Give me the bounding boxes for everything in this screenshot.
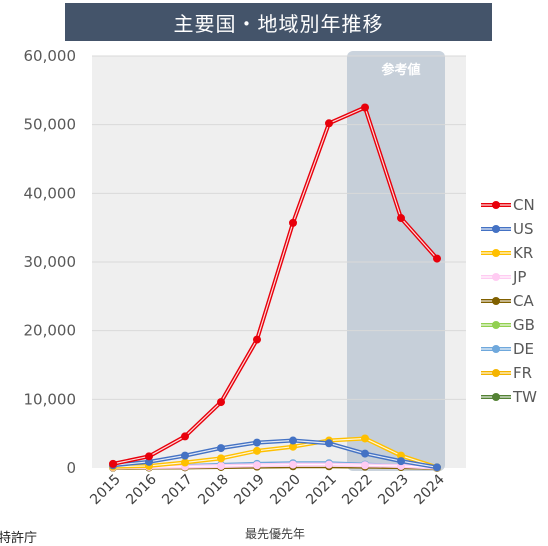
data-point — [253, 461, 261, 470]
x-tick-label: 2017 — [159, 472, 196, 509]
legend-label: CN — [513, 196, 535, 214]
data-point — [397, 214, 405, 223]
x-tick-label: 2024 — [411, 471, 448, 508]
legend-item-us: US — [481, 220, 534, 238]
data-point — [109, 459, 117, 468]
series-cn — [109, 103, 441, 468]
data-point — [397, 451, 405, 460]
data-point — [361, 434, 369, 443]
data-point — [361, 449, 369, 458]
data-point — [325, 460, 333, 469]
data-point — [361, 461, 369, 470]
legend-label: KR — [513, 244, 533, 262]
legend-marker — [492, 273, 500, 281]
legend-label: DE — [513, 340, 534, 358]
y-tick-label: 50,000 — [24, 116, 77, 134]
legend-item-kr: KR — [481, 244, 533, 262]
legend-item-ca: CA — [481, 292, 534, 310]
data-point — [253, 446, 261, 455]
data-point — [145, 452, 153, 461]
y-tick-label: 20,000 — [24, 322, 77, 340]
data-point — [253, 438, 261, 447]
x-axis-ticks: 2015 2016 2017 2018 2019 2020 2021 2022 2023 2024 — [87, 471, 448, 508]
legend-marker — [492, 345, 500, 353]
data-point — [433, 254, 441, 263]
data-point — [181, 432, 189, 441]
legend-marker — [492, 249, 500, 257]
grid-lines — [92, 55, 466, 400]
series-line-highlight — [112, 106, 438, 465]
legend-item-jp: JP — [481, 268, 526, 286]
data-point — [397, 457, 405, 466]
chart-title: 主要国・地域別年推移 — [65, 3, 492, 41]
data-point — [325, 119, 333, 128]
data-point — [217, 454, 225, 463]
x-tick-label: 2018 — [195, 472, 232, 509]
data-point — [145, 457, 153, 466]
reference-region-label: 参考値 — [381, 62, 420, 78]
y-axis-ticks: 0 10,000 20,000 30,000 40,000 50,000 60,000 — [24, 47, 77, 477]
legend-marker — [492, 225, 500, 233]
legend-marker — [492, 201, 500, 209]
legend-item-cn: CN — [481, 196, 535, 214]
legend-item-tw: TW — [481, 388, 537, 406]
legend-marker — [492, 297, 500, 305]
x-tick-label: 2016 — [123, 471, 160, 508]
data-point — [289, 218, 297, 227]
legend-marker — [492, 369, 500, 377]
y-tick-label: 30,000 — [24, 253, 77, 271]
data-point — [289, 442, 297, 451]
data-point — [253, 335, 261, 344]
series-line-highlight — [112, 437, 438, 468]
legend-item-fr: FR — [481, 364, 532, 382]
data-point — [433, 463, 441, 472]
data-point — [181, 458, 189, 467]
data-point — [361, 103, 369, 112]
legend-label: FR — [513, 364, 532, 382]
legend-label: US — [513, 220, 534, 238]
footer-text: 特許庁 — [0, 531, 38, 546]
data-point — [217, 461, 225, 470]
legend: CN US KR JP CA GB DE FR TW — [481, 196, 537, 406]
legend-item-de: DE — [481, 340, 534, 358]
data-point — [217, 444, 225, 453]
legend-marker — [492, 321, 500, 329]
x-tick-label: 2022 — [339, 472, 376, 509]
x-tick-label: 2020 — [267, 472, 304, 509]
data-point — [289, 460, 297, 469]
series-line-highlight — [112, 463, 438, 469]
data-point — [217, 398, 225, 407]
series-line-highlight — [112, 439, 438, 468]
legend-label: TW — [512, 388, 537, 406]
data-point — [289, 436, 297, 445]
x-tick-label: 2023 — [375, 472, 412, 509]
y-tick-label: 10,000 — [24, 390, 77, 408]
x-axis-title: 最先優先年 — [245, 527, 305, 540]
series-jp — [109, 460, 441, 472]
legend-marker — [492, 393, 500, 401]
series-kr — [109, 434, 441, 472]
y-tick-label: 0 — [66, 459, 76, 477]
series-group — [109, 103, 441, 472]
reference-region: 参考値 — [347, 51, 445, 471]
data-point — [325, 439, 333, 448]
x-tick-label: 2015 — [87, 472, 124, 509]
y-tick-label: 40,000 — [24, 184, 77, 202]
x-tick-label: 2021 — [303, 472, 340, 509]
x-tick-label: 2019 — [231, 472, 268, 509]
legend-label: CA — [513, 292, 534, 310]
data-point — [181, 451, 189, 460]
legend-label: JP — [512, 268, 526, 286]
legend-item-gb: GB — [481, 316, 535, 334]
y-tick-label: 60,000 — [24, 47, 77, 65]
legend-label: GB — [513, 316, 535, 334]
reference-region-shade — [347, 51, 445, 471]
